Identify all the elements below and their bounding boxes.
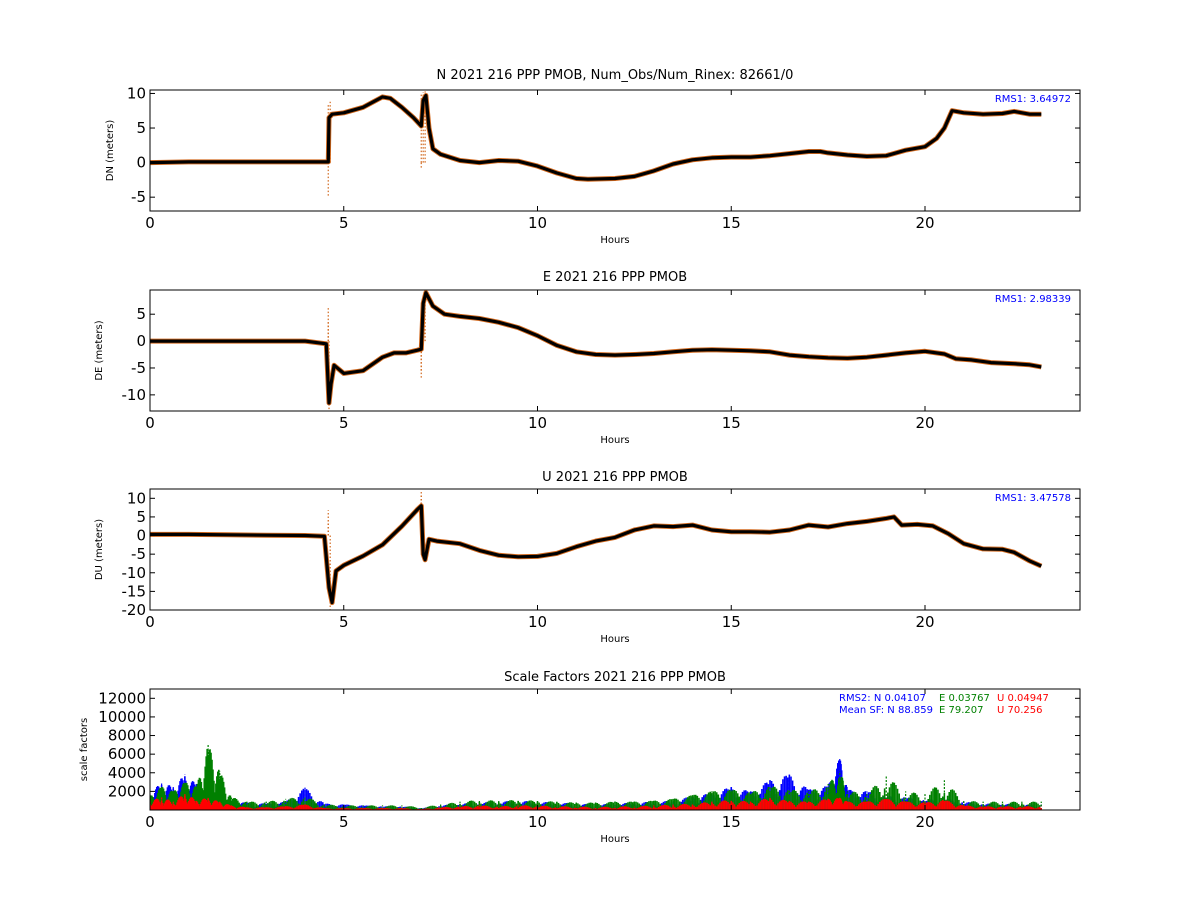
x-tick-label: 10 xyxy=(528,813,547,831)
y-tick-label: 6000 xyxy=(108,745,146,763)
series-halo xyxy=(150,290,1042,406)
x-axis-label: Hours xyxy=(600,634,629,645)
x-tick-label: 15 xyxy=(722,414,741,432)
sf-annotation: Mean SF: N 88.859 xyxy=(839,705,933,716)
sf-annotation: RMS2: N 0.04107 xyxy=(839,693,926,704)
panel-title: E 2021 216 PPP PMOB xyxy=(543,270,687,285)
y-tick-label: -20 xyxy=(122,601,147,619)
x-tick-label: 0 xyxy=(145,414,155,432)
y-tick-label: 0 xyxy=(136,154,146,172)
axes-frame xyxy=(149,89,1081,212)
panel-3: Scale Factors 2021 216 PPP PMOB 0 5 10 15 20 2… xyxy=(79,670,1081,845)
x-tick-label: 15 xyxy=(722,613,741,631)
axes-frame xyxy=(149,289,1081,412)
y-tick-label: 5 xyxy=(136,305,146,323)
x-tick-label: 5 xyxy=(339,214,349,232)
series-line xyxy=(150,504,1042,605)
x-tick-label: 5 xyxy=(339,414,349,432)
y-tick-label: 12000 xyxy=(98,689,146,707)
plot-area xyxy=(150,744,1042,810)
y-tick-label: 2000 xyxy=(108,782,146,800)
x-axis-label: Hours xyxy=(600,834,629,845)
y-tick-label: 0 xyxy=(136,527,146,545)
x-tick-label: 20 xyxy=(915,813,934,831)
y-tick-label: 5 xyxy=(136,508,146,526)
plot-area xyxy=(150,490,1043,610)
x-tick-label: 15 xyxy=(722,214,741,232)
x-tick-label: 0 xyxy=(145,813,155,831)
sf-annotation: U 70.256 xyxy=(997,705,1043,716)
x-axis-label: Hours xyxy=(600,435,629,446)
plot-area xyxy=(150,91,1042,196)
y-tick-label: -10 xyxy=(122,564,147,582)
y-tick-label: -10 xyxy=(122,386,147,404)
y-tick-label: -15 xyxy=(122,582,147,600)
y-tick-label: -5 xyxy=(131,545,146,563)
x-tick-label: 0 xyxy=(145,214,155,232)
sf-annotation: U 0.04947 xyxy=(997,693,1049,704)
x-tick-label: 20 xyxy=(915,613,934,631)
panel-title: N 2021 216 PPP PMOB, Num_Obs/Num_Rinex: … xyxy=(437,68,794,83)
y-tick-label: -5 xyxy=(131,359,146,377)
sf-annotation: E 0.03767 xyxy=(939,693,990,704)
x-tick-label: 10 xyxy=(528,613,547,631)
y-axis-label: scale factors xyxy=(79,718,90,781)
y-axis-label: DN (meters) xyxy=(105,120,116,182)
x-tick-label: 0 xyxy=(145,613,155,631)
x-tick-label: 20 xyxy=(915,214,934,232)
sf-annotation: E 79.207 xyxy=(939,705,984,716)
y-tick-label: 10000 xyxy=(98,708,146,726)
y-tick-label: -5 xyxy=(131,188,146,206)
axes-frame xyxy=(149,688,1081,811)
rms-annotation: RMS1: 3.64972 xyxy=(995,94,1071,105)
series-halo xyxy=(150,93,1042,182)
panel-1: E 2021 216 PPP PMOB 0 5 10 15 20 -10 -5 0 5 Hours D… xyxy=(94,270,1081,446)
y-tick-label: 10 xyxy=(127,489,146,507)
panel-0: N 2021 216 PPP PMOB, Num_Obs/Num_Rinex: … xyxy=(105,68,1081,246)
panel-title: U 2021 216 PPP PMOB xyxy=(542,470,688,485)
plot-area xyxy=(150,290,1042,410)
y-tick-label: 5 xyxy=(136,119,146,137)
y-axis-label: DU (meters) xyxy=(94,519,105,580)
x-axis-label: Hours xyxy=(600,235,629,246)
panel-title: Scale Factors 2021 216 PPP PMOB xyxy=(504,670,726,685)
x-tick-label: 20 xyxy=(915,414,934,432)
y-tick-label: 8000 xyxy=(108,727,146,745)
axes-frame xyxy=(149,488,1081,611)
x-tick-label: 10 xyxy=(528,214,547,232)
x-tick-label: 5 xyxy=(339,613,349,631)
rms-annotation: RMS1: 2.98339 xyxy=(995,294,1071,305)
y-tick-label: 10 xyxy=(127,84,146,102)
y-tick-label: 4000 xyxy=(108,764,146,782)
x-tick-label: 10 xyxy=(528,414,547,432)
rms-annotation: RMS1: 3.47578 xyxy=(995,493,1071,504)
x-tick-label: 5 xyxy=(339,813,349,831)
series-U xyxy=(150,793,1042,810)
series-line xyxy=(150,93,1042,181)
y-axis-label: DE (meters) xyxy=(94,320,105,380)
y-tick-label: 0 xyxy=(136,332,146,350)
series-line xyxy=(150,291,1042,405)
series-halo xyxy=(150,503,1043,606)
x-tick-label: 15 xyxy=(722,813,741,831)
